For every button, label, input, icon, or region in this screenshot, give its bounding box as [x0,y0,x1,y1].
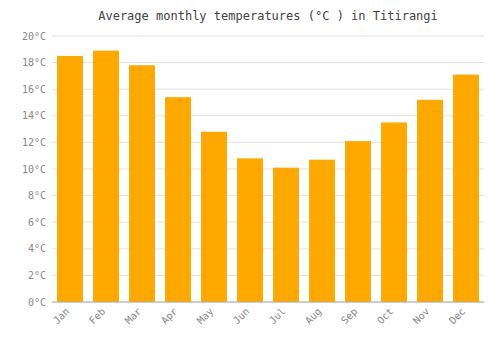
bar [345,141,371,302]
x-tick-label: Oct [375,306,396,327]
y-tick-label: 2°C [28,270,46,281]
grid-line [52,36,484,37]
grid-line [52,302,484,303]
bar [237,158,263,302]
bar [93,51,119,302]
x-axis: Jan Feb Mar Apr May Jun Jul Aug Sep Oct Nov Dec [51,306,468,327]
y-tick-label: 6°C [28,217,46,228]
y-tick-label: 14°C [22,110,46,121]
grid [52,36,484,302]
x-tick-label: Aug [303,306,324,327]
bar [57,56,83,302]
x-tick-label: Nov [411,306,432,327]
y-tick-label: 16°C [22,84,46,95]
bar [273,168,299,302]
chart: Average monthly temperatures (°C ) in Ti… [0,0,500,350]
y-tick-label: 0°C [28,297,46,308]
x-tick-label: Apr [159,306,180,327]
x-tick-label: Feb [87,306,108,327]
y-tick-label: 20°C [22,31,46,42]
bar [417,100,443,302]
x-tick-label: Jul [267,306,288,327]
y-tick-label: 8°C [28,190,46,201]
y-tick-label: 4°C [28,243,46,254]
y-tick-label: 12°C [22,137,46,148]
y-tick-label: 18°C [22,57,46,68]
bars [57,51,479,302]
x-tick-label: Mar [123,306,144,327]
bar [165,97,191,302]
y-tick-label: 10°C [22,164,46,175]
bar [201,132,227,302]
bar [381,122,407,302]
x-axis-line [52,302,484,303]
x-tick-label: Jun [231,306,252,327]
x-tick-label: Sep [339,306,360,327]
x-tick-label: Jan [51,306,72,327]
title: Average monthly temperatures (°C ) in Ti… [98,9,438,23]
x-tick-label: Dec [447,306,468,327]
x-tick-label: May [195,306,216,327]
y-axis: 0°C 2°C 4°C 6°C 8°C 10°C 12°C 14°C 16°C 18°C 20°C [22,31,46,308]
bar [309,160,335,302]
bar [453,75,479,302]
bar [129,65,155,302]
